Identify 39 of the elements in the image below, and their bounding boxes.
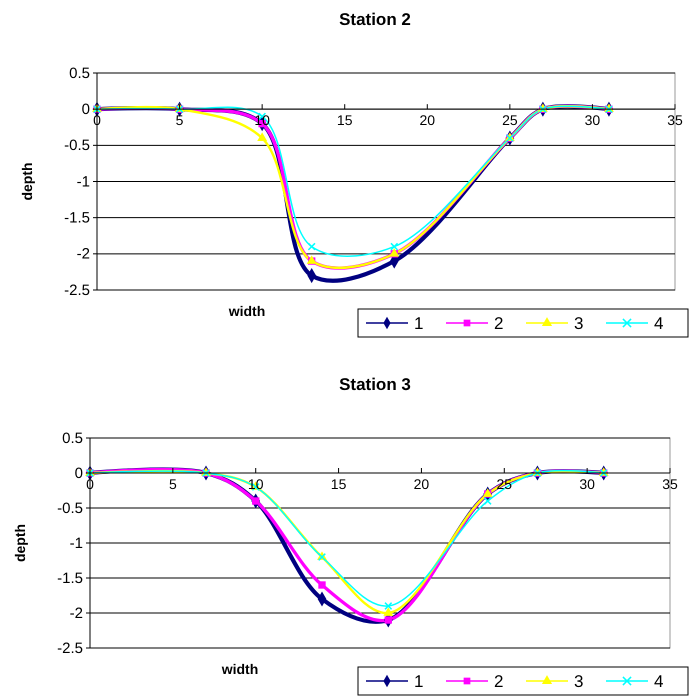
legend-label: 1 — [414, 314, 424, 333]
x-tick-label: 25 — [502, 112, 518, 128]
y-tick-label: -2.5 — [57, 640, 83, 657]
x-tick-label: 5 — [168, 476, 177, 492]
legend-label: 3 — [574, 314, 584, 333]
x-axis-title: width — [220, 661, 258, 677]
y-tick-label: -2.5 — [64, 282, 90, 299]
x-tick-label: 35 — [662, 476, 678, 492]
y-tick-label: 0.5 — [62, 430, 83, 447]
y-tick-label: 0.5 — [69, 64, 90, 82]
x-tick-label: 25 — [496, 476, 512, 492]
chart-title: Station 3 — [339, 375, 411, 394]
y-tick-label: -1.5 — [57, 570, 83, 587]
x-tick-label: 15 — [336, 112, 353, 128]
y-tick-label: -1.5 — [64, 209, 90, 226]
legend-label: 4 — [654, 314, 664, 333]
y-tick-label: -1 — [70, 534, 83, 552]
legend-label: 2 — [494, 314, 504, 333]
chart-title: Station 2 — [339, 10, 411, 29]
legend-label: 3 — [574, 672, 584, 691]
x-tick-label: 5 — [176, 112, 184, 128]
y-tick-label: -2 — [70, 604, 83, 622]
x-tick-label: 20 — [414, 476, 430, 492]
y-axis-title: depth — [19, 162, 35, 201]
x-tick-label: 30 — [579, 476, 596, 492]
y-tick-label: -2 — [76, 246, 90, 263]
x-tick-label: 20 — [419, 112, 436, 128]
x-axis-title: width — [228, 303, 266, 319]
y-tick-label: -1 — [76, 173, 90, 190]
x-tick-label: 35 — [667, 112, 683, 128]
legend-label: 2 — [494, 672, 504, 691]
y-axis-title: depth — [12, 524, 28, 562]
legend-label: 4 — [654, 672, 664, 691]
x-tick-label: 30 — [584, 112, 600, 128]
y-tick-label: -0.5 — [57, 500, 83, 517]
legend-label: 1 — [414, 672, 424, 691]
y-tick-label: -0.5 — [64, 137, 90, 154]
x-tick-label: 15 — [330, 476, 347, 492]
x-tick-label: 10 — [254, 112, 270, 128]
